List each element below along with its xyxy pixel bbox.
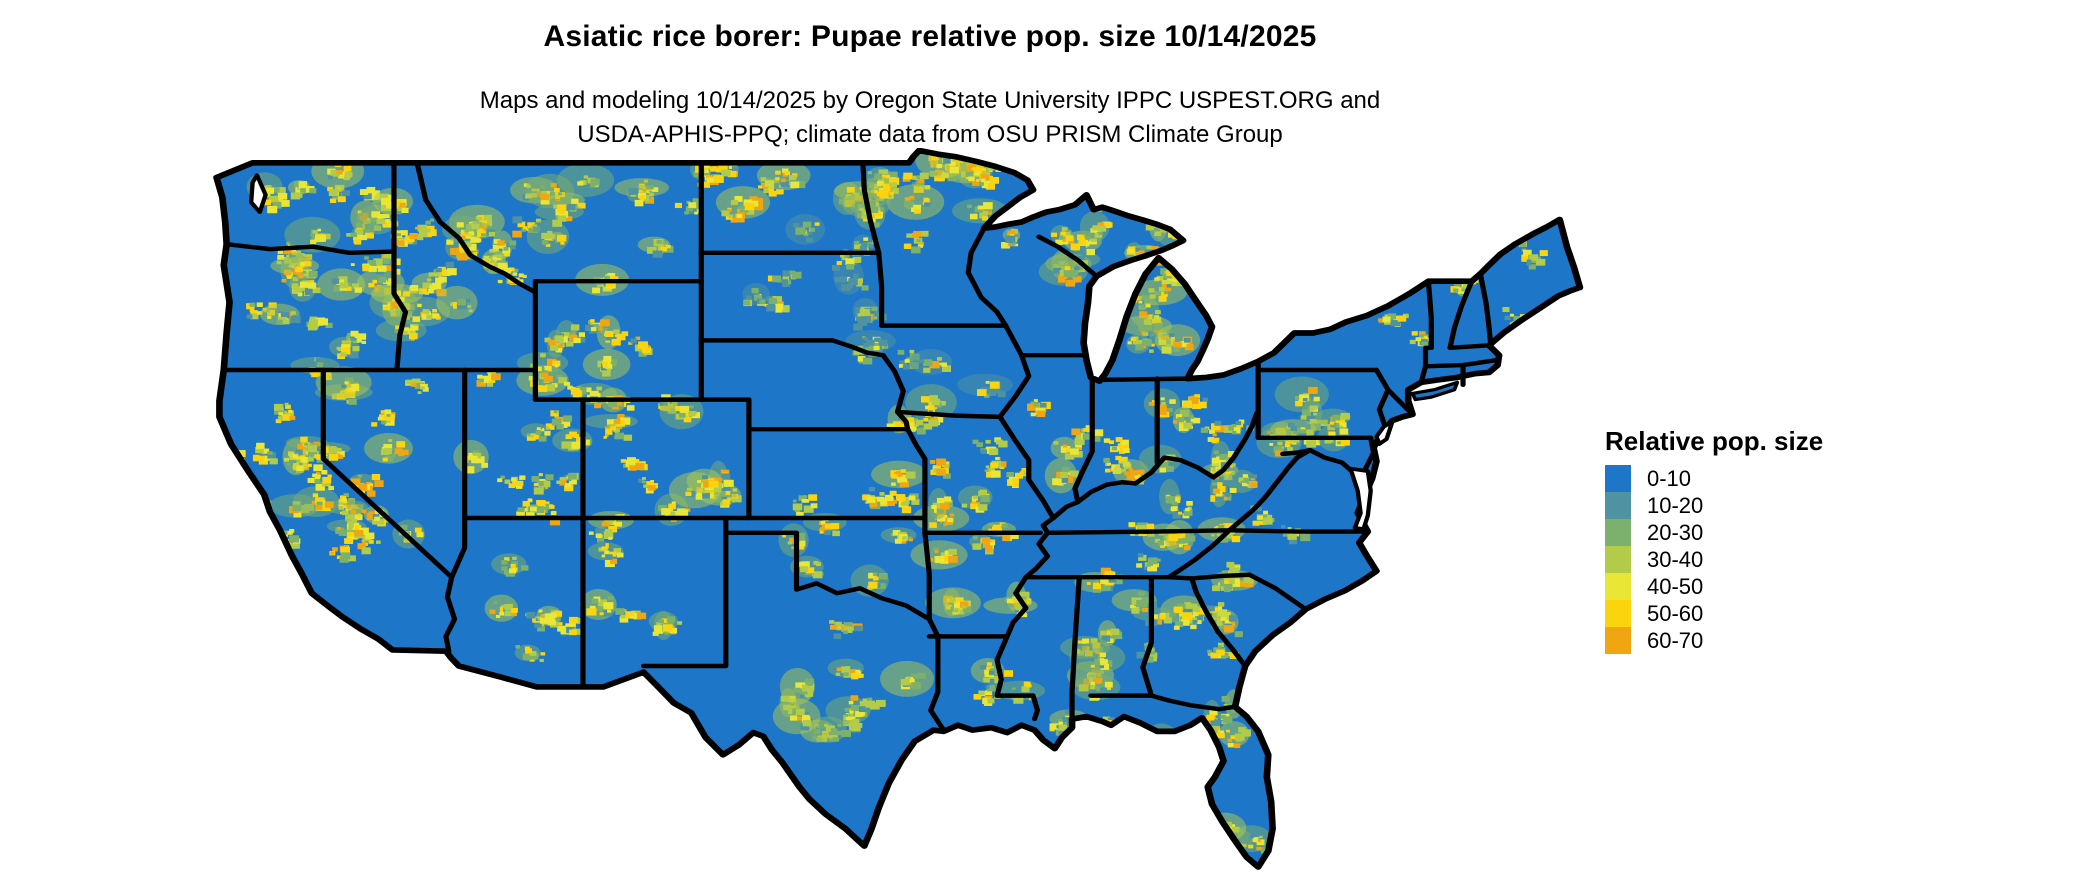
- legend-item-0-10: 0-10: [1605, 465, 1823, 492]
- legend-label: 60-70: [1647, 628, 1704, 653]
- legend-label: 20-30: [1647, 520, 1704, 545]
- legend-item-60-70: 60-70: [1605, 627, 1823, 654]
- us-map: [205, 148, 1590, 888]
- legend-label: 10-20: [1647, 493, 1704, 518]
- legend-item-50-60: 50-60: [1605, 600, 1823, 627]
- legend-title: Relative pop. size: [1605, 426, 1824, 456]
- map-base-fill: [216, 150, 1580, 868]
- figure-subtitle-line2: USDA-APHIS-PPQ; climate data from OSU PR…: [577, 121, 1283, 148]
- legend-swatch: [1605, 492, 1631, 519]
- legend-swatch: [1605, 600, 1631, 627]
- legend-label: 50-60: [1647, 601, 1704, 626]
- legend-label: 30-40: [1647, 547, 1704, 572]
- long-island: [1410, 380, 1460, 402]
- legend-rows: 0-10 10-20 20-30 30-40 40-50 50-60 60-70: [1605, 465, 1823, 654]
- legend-swatch: [1605, 627, 1631, 654]
- delaware-bay: [1374, 419, 1395, 446]
- legend-item-40-50: 40-50: [1605, 573, 1823, 600]
- chesapeake-bay: [1348, 466, 1373, 531]
- figure-title: Asiatic rice borer: Pupae relative pop. …: [543, 20, 1317, 53]
- legend-swatch: [1605, 573, 1631, 600]
- legend-item-20-30: 20-30: [1605, 519, 1823, 546]
- legend-item-30-40: 30-40: [1605, 546, 1823, 573]
- legend-label: 40-50: [1647, 574, 1704, 599]
- legend-swatch: [1605, 546, 1631, 573]
- map-legend: Relative pop. size 0-10 10-20 20-30 30-40 40…: [1605, 426, 1823, 654]
- legend-swatch: [1605, 465, 1631, 492]
- legend-swatch: [1605, 519, 1631, 546]
- legend-item-10-20: 10-20: [1605, 492, 1823, 519]
- figure-subtitle-line1: Maps and modeling 10/14/2025 by Oregon S…: [479, 87, 1381, 114]
- puget-sound: [249, 173, 268, 214]
- legend-label: 0-10: [1647, 466, 1692, 491]
- raster-layer: [220, 150, 1580, 868]
- figure-subtitle: Maps and modeling 10/14/2025 by Oregon S…: [0, 84, 1860, 152]
